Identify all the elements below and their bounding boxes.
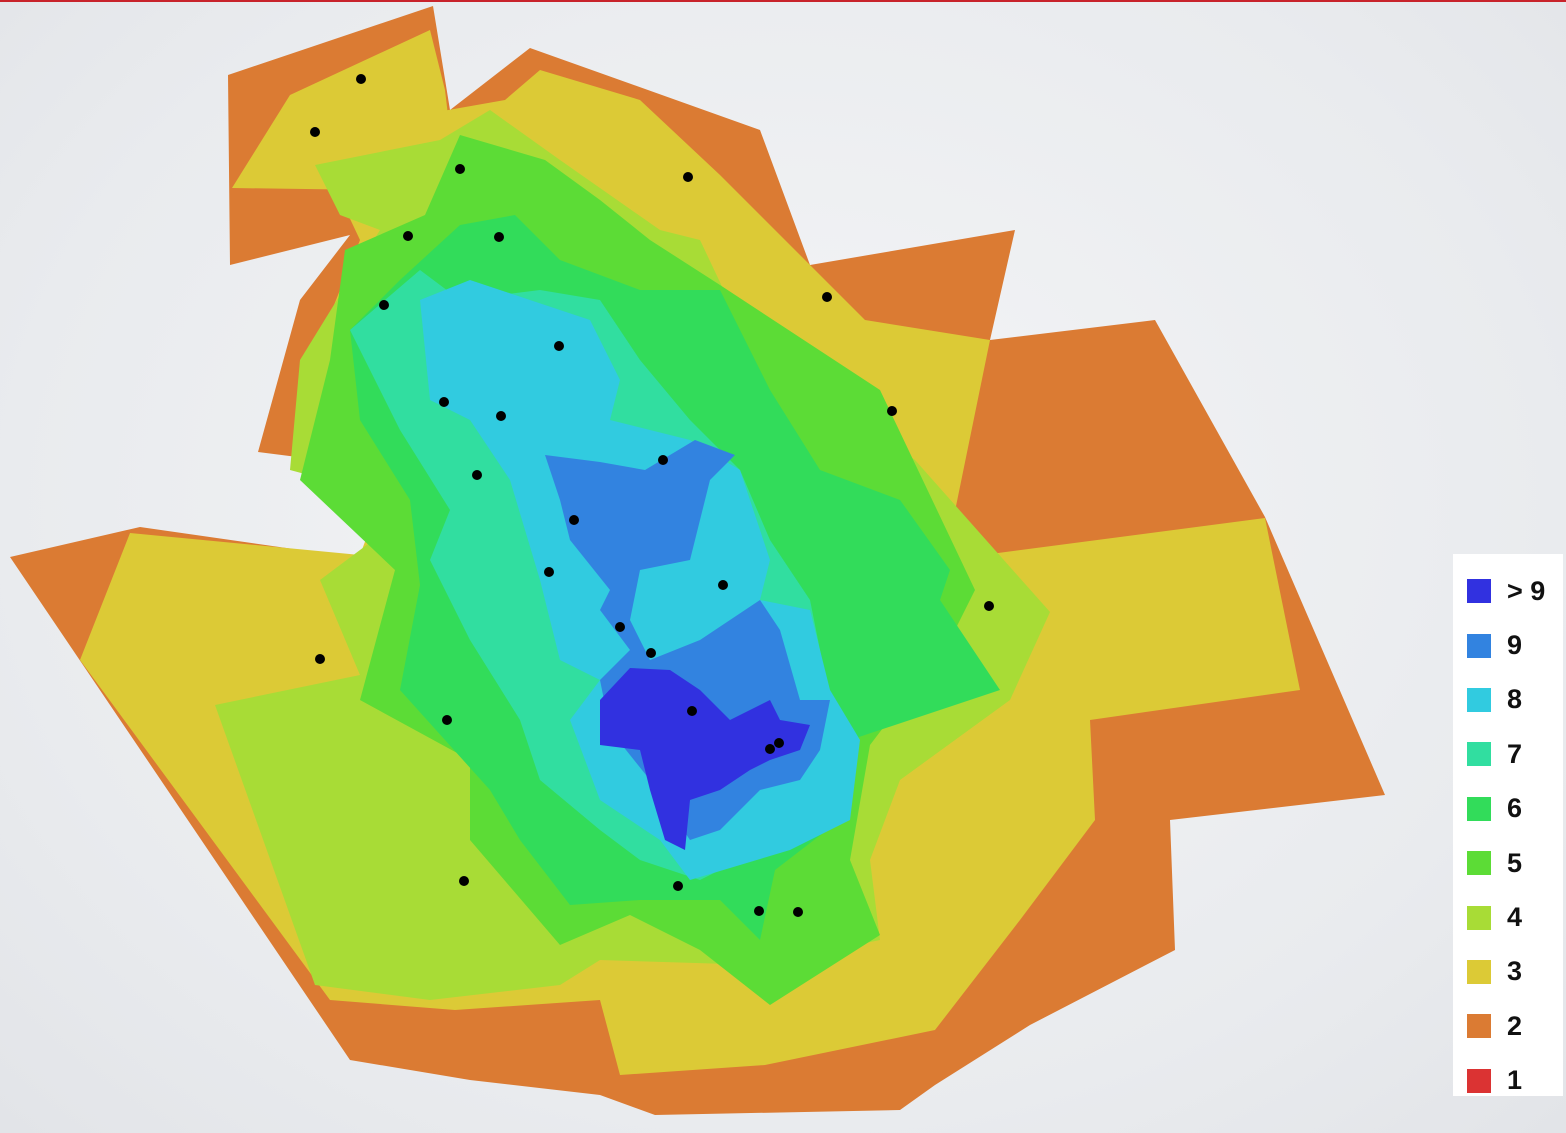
camera-point bbox=[442, 715, 452, 725]
legend-label: 5 bbox=[1507, 847, 1523, 878]
camera-point bbox=[984, 601, 994, 611]
legend-item-4: 4 bbox=[1453, 890, 1563, 944]
legend-swatch bbox=[1467, 905, 1491, 930]
camera-point bbox=[822, 292, 832, 302]
camera-point bbox=[673, 881, 683, 891]
legend-item-1: 1 bbox=[1453, 1054, 1563, 1108]
legend-swatch bbox=[1467, 959, 1491, 984]
camera-point bbox=[544, 567, 554, 577]
camera-positions bbox=[310, 74, 994, 917]
legend-swatch bbox=[1467, 851, 1491, 876]
camera-point bbox=[310, 127, 320, 137]
legend: > 9 9 8 7 6 5 4 3 2 1 bbox=[1453, 554, 1563, 1096]
camera-point bbox=[494, 232, 504, 242]
legend-swatch bbox=[1467, 1014, 1491, 1039]
legend-label: 7 bbox=[1507, 738, 1523, 769]
camera-point bbox=[754, 906, 764, 916]
legend-item-gt9: > 9 bbox=[1453, 564, 1563, 618]
legend-label: 2 bbox=[1507, 1010, 1523, 1041]
legend-label: 3 bbox=[1507, 956, 1523, 987]
overlap-level-gt9-region bbox=[600, 668, 810, 850]
camera-point bbox=[683, 172, 693, 182]
legend-swatch bbox=[1467, 742, 1491, 767]
camera-point bbox=[472, 470, 482, 480]
legend-label: > 9 bbox=[1507, 575, 1546, 606]
legend-item-5: 5 bbox=[1453, 836, 1563, 890]
camera-point bbox=[554, 341, 564, 351]
legend-label: 8 bbox=[1507, 684, 1523, 715]
legend-label: 6 bbox=[1507, 793, 1523, 824]
legend-item-8: 8 bbox=[1453, 673, 1563, 727]
camera-point bbox=[459, 876, 469, 886]
legend-item-3: 3 bbox=[1453, 945, 1563, 999]
legend-label: 9 bbox=[1507, 630, 1523, 661]
camera-point bbox=[774, 738, 784, 748]
camera-point bbox=[658, 455, 668, 465]
camera-point bbox=[615, 622, 625, 632]
camera-point bbox=[455, 164, 465, 174]
camera-point bbox=[379, 300, 389, 310]
legend-item-6: 6 bbox=[1453, 782, 1563, 836]
camera-point bbox=[439, 397, 449, 407]
camera-point bbox=[569, 515, 579, 525]
legend-item-9: 9 bbox=[1453, 618, 1563, 672]
top-rule bbox=[0, 0, 1566, 2]
camera-point bbox=[496, 411, 506, 421]
camera-point bbox=[718, 580, 728, 590]
legend-item-7: 7 bbox=[1453, 727, 1563, 781]
legend-swatch bbox=[1467, 687, 1491, 712]
legend-swatch bbox=[1467, 796, 1491, 821]
legend-label: 4 bbox=[1507, 902, 1523, 933]
legend-swatch bbox=[1467, 1068, 1491, 1093]
camera-point bbox=[765, 744, 775, 754]
legend-swatch bbox=[1467, 579, 1491, 604]
legend-label: 1 bbox=[1507, 1065, 1523, 1096]
legend-swatch bbox=[1467, 633, 1491, 658]
legend-item-2: 2 bbox=[1453, 999, 1563, 1053]
camera-point bbox=[887, 406, 897, 416]
camera-point bbox=[646, 648, 656, 658]
camera-point bbox=[403, 231, 413, 241]
camera-point bbox=[315, 654, 325, 664]
camera-point bbox=[687, 706, 697, 716]
camera-point bbox=[356, 74, 366, 84]
camera-point bbox=[793, 907, 803, 917]
